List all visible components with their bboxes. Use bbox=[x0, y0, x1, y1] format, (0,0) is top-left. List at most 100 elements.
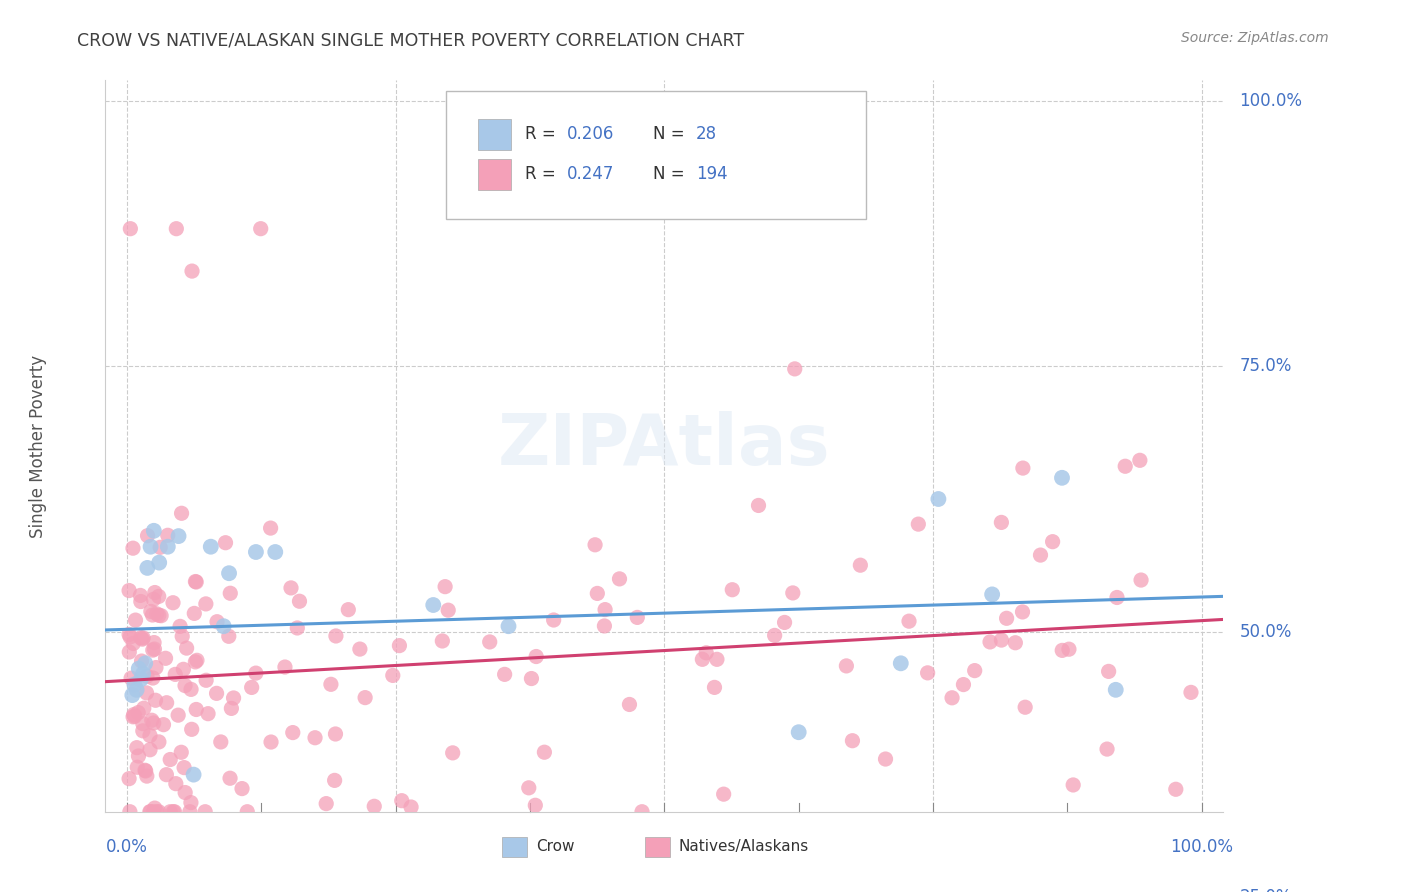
Text: CROW VS NATIVE/ALASKAN SINGLE MOTHER POVERTY CORRELATION CHART: CROW VS NATIVE/ALASKAN SINGLE MOTHER POV… bbox=[77, 31, 744, 49]
Point bbox=[288, 594, 311, 608]
Point bbox=[205, 615, 228, 629]
Point bbox=[152, 717, 174, 731]
Point bbox=[125, 682, 148, 697]
Point bbox=[173, 761, 195, 775]
Point bbox=[139, 805, 162, 819]
Point bbox=[136, 669, 159, 683]
Point bbox=[172, 629, 194, 643]
FancyBboxPatch shape bbox=[478, 160, 512, 190]
Point bbox=[349, 642, 371, 657]
Point bbox=[176, 641, 198, 656]
Point bbox=[183, 607, 205, 621]
Point bbox=[990, 516, 1012, 530]
Point bbox=[122, 710, 145, 724]
Text: R =: R = bbox=[524, 125, 561, 143]
Point bbox=[145, 693, 167, 707]
Point bbox=[1012, 461, 1035, 475]
Point bbox=[713, 787, 735, 801]
Point bbox=[280, 581, 302, 595]
Text: 28: 28 bbox=[696, 125, 717, 143]
Point bbox=[197, 706, 219, 721]
Point bbox=[131, 654, 153, 668]
Point bbox=[143, 642, 166, 657]
Text: Natives/Alaskans: Natives/Alaskans bbox=[679, 839, 808, 855]
Point bbox=[325, 727, 347, 741]
Text: Source: ZipAtlas.com: Source: ZipAtlas.com bbox=[1181, 31, 1329, 45]
Point bbox=[517, 780, 540, 795]
Point bbox=[132, 631, 155, 645]
Point bbox=[524, 649, 547, 664]
Point bbox=[132, 723, 155, 738]
Point bbox=[1042, 534, 1064, 549]
Point bbox=[763, 628, 786, 642]
Point bbox=[167, 708, 190, 723]
Point bbox=[148, 556, 170, 570]
Point bbox=[118, 772, 141, 786]
Point bbox=[388, 639, 411, 653]
Point bbox=[274, 660, 297, 674]
Point bbox=[180, 682, 202, 697]
Point bbox=[174, 786, 197, 800]
Text: ZIPAtlas: ZIPAtlas bbox=[498, 411, 831, 481]
Text: 100.0%: 100.0% bbox=[1170, 838, 1233, 856]
Point bbox=[167, 529, 190, 543]
Point bbox=[981, 587, 1004, 601]
Point bbox=[148, 735, 170, 749]
Point bbox=[543, 613, 565, 627]
Point bbox=[706, 652, 728, 666]
Point bbox=[136, 561, 159, 575]
Point bbox=[200, 540, 222, 554]
Point bbox=[898, 614, 921, 628]
Point bbox=[139, 805, 162, 819]
Point bbox=[281, 725, 304, 739]
Point bbox=[609, 572, 631, 586]
Point bbox=[782, 586, 804, 600]
Point bbox=[849, 558, 872, 573]
Point bbox=[165, 221, 187, 235]
Point bbox=[156, 696, 179, 710]
Point bbox=[118, 627, 141, 641]
Point bbox=[236, 805, 259, 819]
Point bbox=[1095, 742, 1118, 756]
Point bbox=[221, 701, 243, 715]
Point bbox=[583, 538, 606, 552]
Point bbox=[437, 603, 460, 617]
Point bbox=[323, 773, 346, 788]
Point bbox=[139, 729, 162, 743]
Point bbox=[304, 731, 326, 745]
Point bbox=[170, 745, 193, 759]
Point bbox=[319, 677, 342, 691]
Point bbox=[129, 672, 152, 686]
Point bbox=[143, 801, 166, 815]
Point bbox=[285, 621, 308, 635]
Text: 75.0%: 75.0% bbox=[1239, 358, 1292, 376]
Point bbox=[524, 798, 547, 813]
Point bbox=[122, 636, 145, 650]
Point bbox=[124, 613, 146, 627]
Point bbox=[148, 805, 170, 819]
Text: 0.0%: 0.0% bbox=[105, 838, 148, 856]
Text: 50.0%: 50.0% bbox=[1239, 623, 1292, 640]
Point bbox=[586, 586, 609, 600]
Point bbox=[941, 690, 963, 705]
Point bbox=[136, 529, 159, 543]
Point bbox=[703, 681, 725, 695]
Point bbox=[990, 633, 1012, 648]
Point bbox=[143, 635, 166, 649]
Point bbox=[354, 690, 377, 705]
Point bbox=[179, 805, 201, 819]
Point bbox=[142, 643, 165, 657]
Point bbox=[186, 574, 208, 589]
Point bbox=[1164, 782, 1187, 797]
Point bbox=[184, 655, 207, 669]
Point bbox=[129, 594, 152, 608]
Point bbox=[124, 677, 146, 691]
Point bbox=[139, 743, 162, 757]
Text: Crow: Crow bbox=[536, 839, 574, 855]
Point bbox=[122, 541, 145, 556]
Point bbox=[498, 619, 520, 633]
FancyBboxPatch shape bbox=[502, 837, 527, 857]
Point bbox=[783, 362, 806, 376]
Point bbox=[1029, 548, 1052, 562]
Point bbox=[156, 528, 179, 542]
